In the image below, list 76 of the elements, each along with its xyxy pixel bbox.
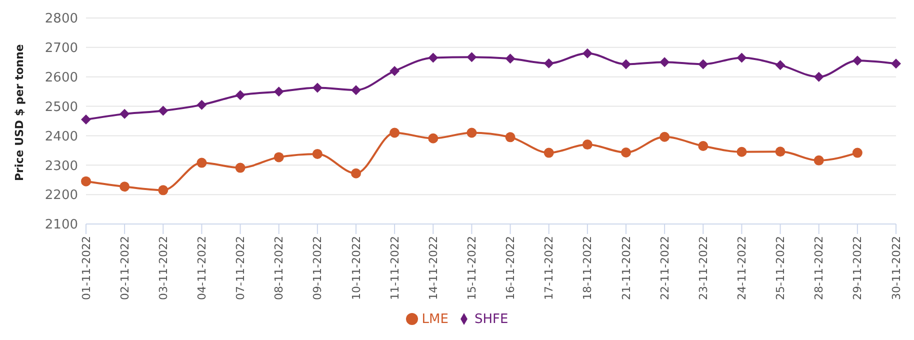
x-tick-label: 22-11-2022 xyxy=(658,236,672,300)
y-tick-label: 2800 xyxy=(44,12,78,27)
point xyxy=(698,59,708,70)
x-tick-label: 01-11-2022 xyxy=(80,236,93,300)
point xyxy=(235,90,246,100)
point xyxy=(466,52,477,62)
x-tick-label: 16-11-2022 xyxy=(504,236,518,300)
point xyxy=(158,106,168,116)
point xyxy=(158,185,168,196)
y-tick-label: 2600 xyxy=(44,70,78,86)
point xyxy=(196,100,207,110)
y-axis-title: Price USD $ per tonne xyxy=(12,44,26,181)
point xyxy=(621,59,631,70)
point xyxy=(428,133,438,144)
point xyxy=(852,56,862,66)
point xyxy=(852,148,862,158)
x-tick-label: 24-11-2022 xyxy=(736,236,749,300)
point xyxy=(466,128,477,138)
point xyxy=(660,132,670,142)
point xyxy=(274,86,284,97)
x-tick-label: 28-11-2022 xyxy=(812,236,826,300)
x-tick-label: 03-11-2022 xyxy=(156,236,170,300)
point xyxy=(390,66,400,76)
point xyxy=(120,182,130,192)
point xyxy=(81,176,91,186)
x-tick-label: 02-11-2022 xyxy=(118,236,132,300)
x-tick-label: 04-11-2022 xyxy=(196,236,209,300)
point xyxy=(736,52,747,63)
point xyxy=(698,141,708,152)
point xyxy=(736,146,747,157)
point xyxy=(428,52,438,63)
point xyxy=(814,155,824,166)
point xyxy=(274,152,284,162)
point xyxy=(312,82,322,93)
x-tick-label: 14-11-2022 xyxy=(426,236,440,300)
point xyxy=(196,158,207,168)
point xyxy=(351,85,361,96)
point xyxy=(621,147,631,158)
point xyxy=(120,108,130,119)
x-tick-label: 25-11-2022 xyxy=(774,236,788,300)
point xyxy=(891,58,901,69)
point xyxy=(351,168,361,178)
point xyxy=(544,58,554,68)
point xyxy=(390,128,400,138)
point xyxy=(505,54,516,64)
x-tick-label: 15-11-2022 xyxy=(466,236,479,300)
x-tick-label: 18-11-2022 xyxy=(581,236,594,300)
point xyxy=(312,148,322,159)
x-tick-label: 11-11-2022 xyxy=(388,236,402,300)
point xyxy=(660,57,670,68)
point xyxy=(582,48,592,58)
point xyxy=(582,140,592,150)
point xyxy=(81,114,91,125)
y-tick-label: 2400 xyxy=(44,129,78,144)
legend-label: LME xyxy=(422,312,448,327)
x-tick-label: 07-11-2022 xyxy=(234,236,248,300)
x-tick-label: 30-11-2022 xyxy=(890,236,903,300)
point xyxy=(814,72,824,82)
point xyxy=(505,132,516,142)
y-tick-label: 2700 xyxy=(44,41,78,56)
point xyxy=(775,60,786,70)
y-tick-label: 2100 xyxy=(44,218,78,233)
point xyxy=(544,148,554,158)
x-tick-label: 29-11-2022 xyxy=(851,236,864,300)
x-tick-label: 08-11-2022 xyxy=(272,236,286,300)
x-tick-label: 09-11-2022 xyxy=(311,236,324,300)
x-tick-label: 17-11-2022 xyxy=(542,236,556,300)
y-tick-label: 2500 xyxy=(44,100,78,115)
point xyxy=(775,146,786,157)
y-tick-label: 2300 xyxy=(44,158,78,174)
point xyxy=(235,162,246,173)
x-tick-label: 21-11-2022 xyxy=(620,236,633,300)
legend-label: SHFE xyxy=(474,312,508,327)
x-tick-label: 23-11-2022 xyxy=(696,236,710,300)
y-tick-label: 2200 xyxy=(44,188,78,204)
x-tick-label: 10-11-2022 xyxy=(350,236,363,300)
